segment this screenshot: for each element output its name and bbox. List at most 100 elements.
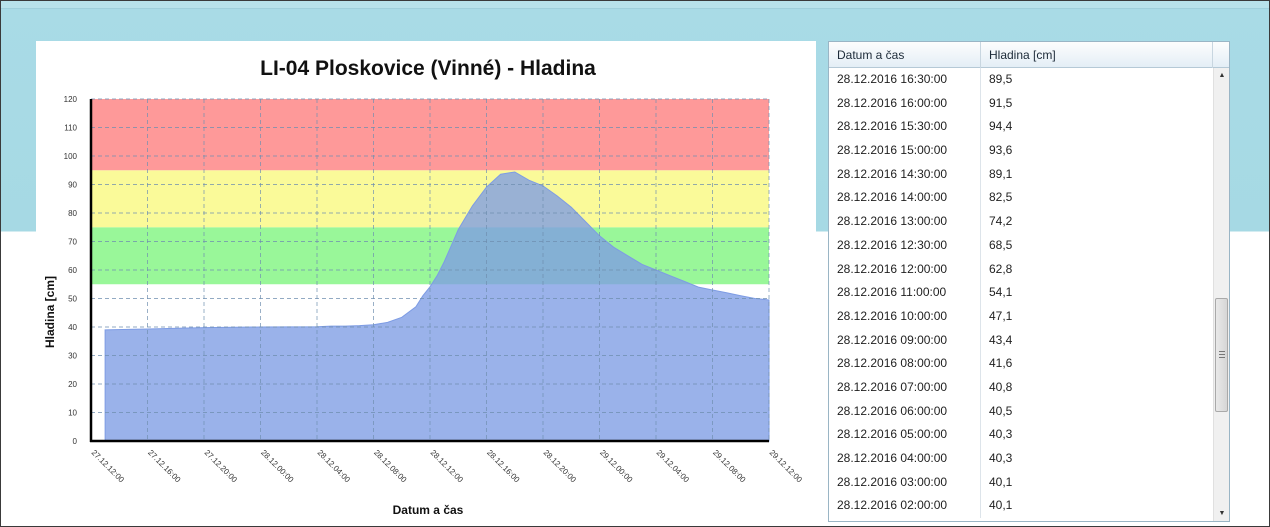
x-tick-label-8: 28.12.20:00 xyxy=(542,448,579,485)
y-tick-label-2: 20 xyxy=(68,380,77,389)
cell-level: 40,1 xyxy=(989,498,1013,513)
cell-date: 28.12.2016 02:00:00 xyxy=(829,494,981,519)
cell-level: 93,6 xyxy=(989,143,1013,158)
series-area-0 xyxy=(104,171,770,442)
cell-date: 28.12.2016 10:00:00 xyxy=(829,304,981,329)
y-tick-label-0: 0 xyxy=(73,437,78,446)
cell-date: 28.12.2016 12:00:00 xyxy=(829,257,981,282)
scroll-up-arrow-icon[interactable]: ▲ xyxy=(1218,72,1226,79)
cell-level: 41,6 xyxy=(989,356,1013,371)
table-row[interactable]: 28.12.2016 06:00:00 40,5 xyxy=(829,399,1213,424)
table-row[interactable]: 28.12.2016 04:00:00 40,3 xyxy=(829,447,1213,471)
table-row[interactable]: 28.12.2016 07:00:00 40,8 xyxy=(829,375,1213,400)
cell-date: 28.12.2016 07:00:00 xyxy=(829,375,981,400)
x-axis-label: Datum a čas xyxy=(393,503,464,517)
scroll-thumb[interactable] xyxy=(1215,298,1228,412)
cell-date: 28.12.2016 12:30:00 xyxy=(829,233,981,258)
cell-level: 74,2 xyxy=(989,214,1013,229)
y-tick-label-8: 80 xyxy=(68,209,77,218)
y-tick-label-1: 10 xyxy=(68,409,77,418)
chart-title: LI-04 Ploskovice (Vinné) - Hladina xyxy=(260,57,596,80)
cell-level: 89,1 xyxy=(989,166,1013,181)
cell-level: 40,1 xyxy=(989,474,1013,489)
axes xyxy=(89,99,769,443)
table-row[interactable]: 28.12.2016 12:30:00 68,5 xyxy=(829,233,1213,258)
y-tick-labels: 0 10 20 30 40 50 60 70 80 90 100 110 120 xyxy=(64,95,78,446)
table-row[interactable]: 28.12.2016 10:00:00 47,1 xyxy=(829,304,1213,329)
cell-date: 28.12.2016 13:00:00 xyxy=(829,210,981,234)
table-row[interactable]: 28.12.2016 14:00:00 82,5 xyxy=(829,186,1213,211)
x-tick-label-0: 27.12.12:00 xyxy=(90,448,127,485)
cell-level: 62,8 xyxy=(989,261,1013,276)
cell-level: 68,5 xyxy=(989,237,1013,252)
cell-date: 28.12.2016 15:30:00 xyxy=(829,115,981,140)
table-row[interactable]: 28.12.2016 15:30:00 94,4 xyxy=(829,115,1213,140)
cell-date: 28.12.2016 05:00:00 xyxy=(829,423,981,447)
y-axis-label: Hladina [cm] xyxy=(43,276,57,348)
cell-level: 94,4 xyxy=(989,119,1013,134)
cell-level: 54,1 xyxy=(989,285,1013,300)
x-tick-label-1: 27.12.16:00 xyxy=(146,448,183,485)
y-tick-label-5: 50 xyxy=(68,295,77,304)
cell-date: 28.12.2016 03:00:00 xyxy=(829,470,981,495)
x-tick-label-10: 29.12.04:00 xyxy=(655,448,692,485)
table-row[interactable]: 28.12.2016 08:00:00 41,6 xyxy=(829,352,1213,376)
column-header-level[interactable]: Hladina [cm] xyxy=(981,42,1213,68)
table-row[interactable]: 28.12.2016 03:00:00 40,1 xyxy=(829,470,1213,495)
cell-level: 82,5 xyxy=(989,190,1013,205)
table-row[interactable]: 28.12.2016 16:00:00 91,5 xyxy=(829,91,1213,116)
x-tick-label-9: 29.12.00:00 xyxy=(598,448,635,485)
table-row[interactable]: 28.12.2016 14:30:00 89,1 xyxy=(829,162,1213,187)
y-tick-label-12: 120 xyxy=(64,95,78,104)
x-tick-label-4: 28.12.04:00 xyxy=(316,448,353,485)
scroll-down-arrow-icon[interactable]: ▼ xyxy=(1218,510,1226,517)
cell-date: 28.12.2016 15:00:00 xyxy=(829,139,981,163)
y-tick-label-9: 90 xyxy=(68,181,77,190)
cell-level: 43,4 xyxy=(989,332,1013,347)
x-tick-label-5: 28.12.08:00 xyxy=(372,448,409,485)
table-row[interactable]: 28.12.2016 05:00:00 40,3 xyxy=(829,423,1213,447)
vertical-scrollbar[interactable]: ▲ ▼ xyxy=(1213,68,1229,521)
table-row[interactable]: 28.12.2016 12:00:00 62,8 xyxy=(829,257,1213,282)
table-row[interactable]: 28.12.2016 13:00:00 74,2 xyxy=(829,210,1213,234)
cell-level: 40,5 xyxy=(989,403,1013,418)
top-strip xyxy=(1,1,1269,9)
cell-level: 47,1 xyxy=(989,308,1013,323)
level-area xyxy=(104,171,770,442)
y-tick-label-10: 100 xyxy=(64,152,78,161)
column-header-date[interactable]: Datum a čas xyxy=(829,42,981,68)
cell-date: 28.12.2016 06:00:00 xyxy=(829,399,981,424)
grid-lines xyxy=(91,98,770,441)
y-tick-label-7: 70 xyxy=(68,238,77,247)
x-tick-label-3: 28.12.00:00 xyxy=(259,448,296,485)
cell-date: 28.12.2016 04:00:00 xyxy=(829,447,981,471)
cell-level: 91,5 xyxy=(989,95,1013,110)
x-tick-label-2: 27.12.20:00 xyxy=(203,448,240,485)
table-row[interactable]: 28.12.2016 02:00:00 40,1 xyxy=(829,494,1213,519)
header-spacer xyxy=(1213,42,1229,68)
x-tick-label-11: 29.12.08:00 xyxy=(711,448,748,485)
y-tick-label-6: 60 xyxy=(68,266,77,275)
grip-icon xyxy=(1219,351,1225,358)
x-tick-labels: 27.12.12:00 27.12.16:00 27.12.20:00 28.12.0… xyxy=(90,448,805,485)
x-tick-label-6: 28.12.12:00 xyxy=(429,448,466,485)
cell-date: 28.12.2016 16:00:00 xyxy=(829,91,981,116)
table-row[interactable]: 28.12.2016 16:30:00 89,5 xyxy=(829,68,1213,92)
cell-level: 40,8 xyxy=(989,379,1013,394)
y-tick-label-3: 30 xyxy=(68,352,77,361)
table-row[interactable]: 28.12.2016 15:00:00 93,6 xyxy=(829,139,1213,163)
cell-level: 40,3 xyxy=(989,427,1013,442)
chart-panel: 0 10 20 30 40 50 60 70 80 90 100 110 120 27.12.12:00… xyxy=(36,41,816,526)
cell-level: 89,5 xyxy=(989,72,1013,86)
x-tick-label-12: 29.12.12:00 xyxy=(768,448,805,485)
x-tick-label-7: 28.12.16:00 xyxy=(485,448,522,485)
y-tick-label-4: 40 xyxy=(68,323,77,332)
cell-date: 28.12.2016 14:00:00 xyxy=(829,186,981,211)
cell-date: 28.12.2016 08:00:00 xyxy=(829,352,981,376)
table-row[interactable]: 28.12.2016 11:00:00 54,1 xyxy=(829,281,1213,305)
cell-date: 28.12.2016 16:30:00 xyxy=(829,68,981,92)
cell-date: 28.12.2016 14:30:00 xyxy=(829,162,981,187)
cell-date: 28.12.2016 11:00:00 xyxy=(829,281,981,305)
table-row[interactable]: 28.12.2016 09:00:00 43,4 xyxy=(829,328,1213,353)
